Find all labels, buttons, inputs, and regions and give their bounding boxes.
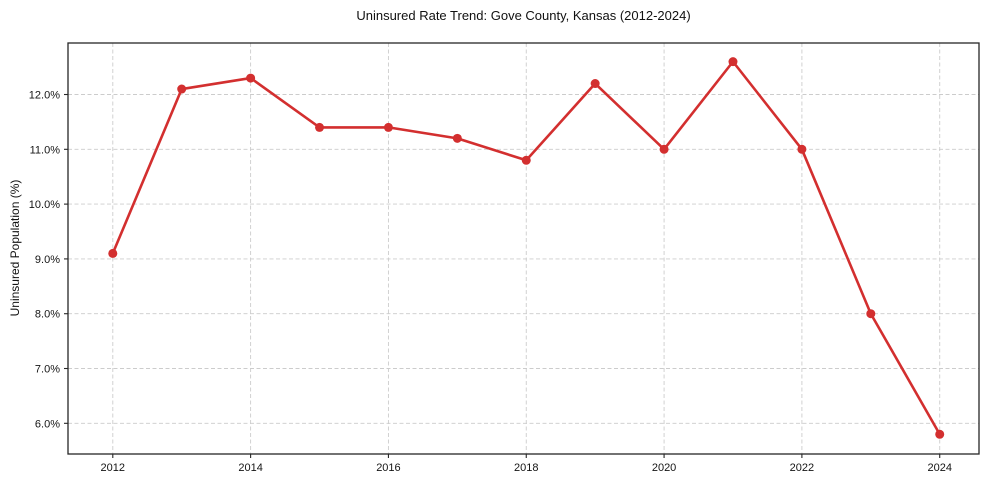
x-tick-label: 2020 (652, 462, 676, 474)
data-point-marker (659, 144, 669, 154)
x-tick-label: 2014 (238, 462, 262, 474)
x-tick-label: 2012 (101, 462, 125, 474)
data-point-marker (728, 57, 738, 67)
data-point-marker (797, 144, 807, 154)
y-tick-label: 12.0% (29, 90, 60, 102)
data-point-marker (108, 248, 118, 258)
y-tick-label: 6.0% (35, 418, 60, 430)
plot-frame (67, 42, 980, 455)
data-point-marker (590, 79, 600, 89)
data-point-marker (383, 122, 393, 132)
data-point-marker (866, 309, 876, 319)
x-tick-label: 2022 (790, 462, 814, 474)
data-point-marker (315, 122, 325, 132)
y-tick-label: 10.0% (29, 199, 60, 211)
data-point-marker (177, 84, 187, 94)
y-tick-label: 7.0% (35, 364, 60, 376)
x-tick-label: 2018 (514, 462, 538, 474)
data-point-marker (452, 133, 462, 143)
y-tick-label: 8.0% (35, 309, 60, 321)
y-tick-label: 11.0% (30, 144, 61, 156)
data-point-marker (246, 73, 256, 83)
y-tick-label: 9.0% (35, 254, 60, 266)
x-tick-label: 2016 (376, 462, 400, 474)
data-point-marker (935, 429, 945, 439)
data-point-marker (521, 155, 531, 165)
x-tick-label: 2024 (927, 462, 951, 474)
chart-title: Uninsured Rate Trend: Gove County, Kansa… (356, 8, 691, 23)
